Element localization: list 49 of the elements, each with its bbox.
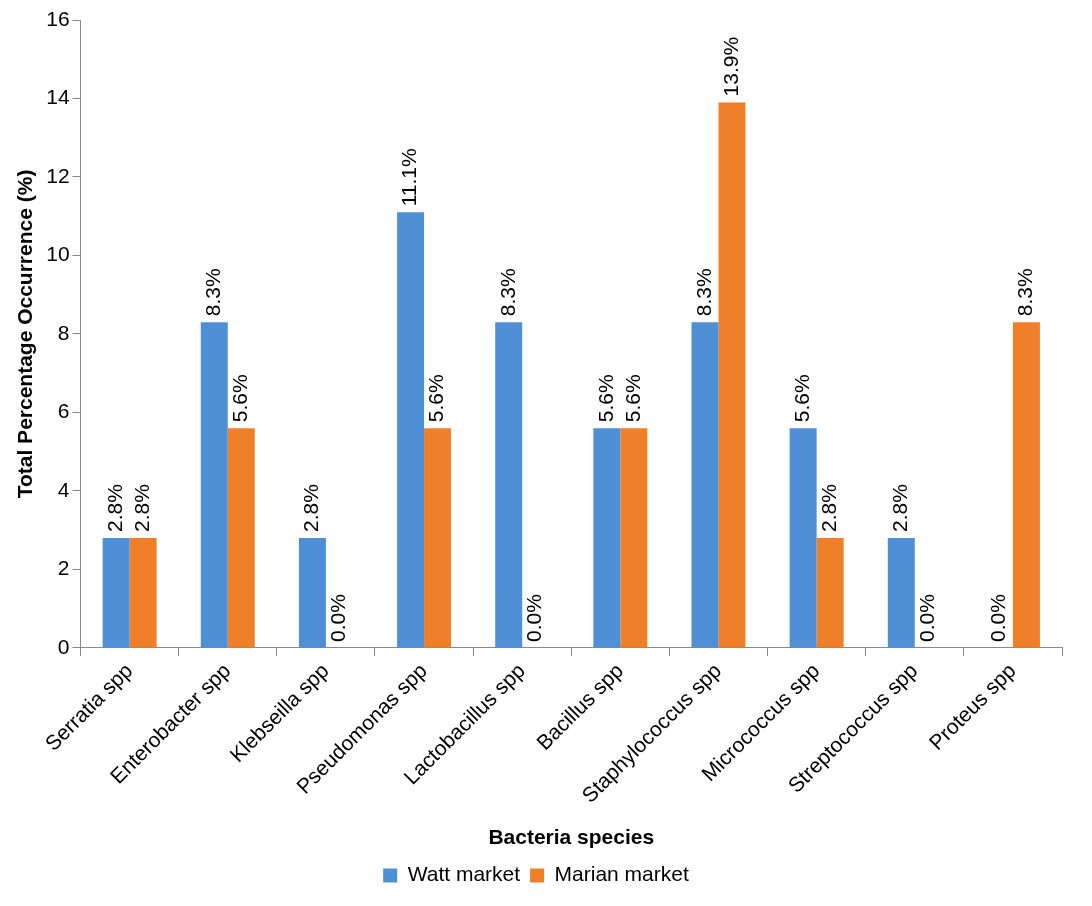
bar <box>718 102 746 648</box>
x-axis-title: Bacteria species <box>488 825 655 849</box>
data-label: 8.3% <box>691 268 715 317</box>
y-tick-label: 0 <box>57 634 70 658</box>
y-tick-label: 6 <box>57 399 70 423</box>
data-label: 0.0% <box>986 594 1010 642</box>
data-label: 8.3% <box>495 268 519 317</box>
data-label: 2.8% <box>888 484 912 533</box>
bar <box>789 428 817 648</box>
data-label: 8.3% <box>201 268 225 317</box>
bar <box>691 322 719 648</box>
legend-label: Watt market <box>407 862 521 886</box>
bar <box>816 538 844 648</box>
data-label: 2.8% <box>299 484 323 533</box>
data-label: 0.0% <box>522 594 546 642</box>
legend-label: Marian market <box>554 862 689 886</box>
y-tick-label: 4 <box>57 477 70 501</box>
bar <box>424 428 452 648</box>
bar <box>620 428 648 648</box>
y-tick-label: 8 <box>57 320 70 344</box>
y-tick-label: 12 <box>46 163 70 187</box>
bar <box>298 538 326 648</box>
y-tick-label: 14 <box>46 85 70 109</box>
data-label: 8.3% <box>1013 268 1037 317</box>
bar <box>397 212 425 648</box>
bar <box>887 538 915 648</box>
data-label: 2.8% <box>102 484 126 533</box>
data-label: 5.6% <box>789 374 813 423</box>
bar <box>1012 322 1040 648</box>
data-label: 5.6% <box>593 374 617 423</box>
bar <box>495 322 523 648</box>
data-label: 5.6% <box>620 374 644 423</box>
data-label: 0.0% <box>915 594 939 642</box>
y-tick-label: 16 <box>46 6 70 30</box>
y-axis-title: Total Percentage Occurrence (%) <box>13 169 37 499</box>
bar <box>129 538 157 648</box>
data-label: 0.0% <box>326 594 350 642</box>
y-tick-label: 10 <box>46 242 70 266</box>
bar <box>227 428 255 648</box>
data-label: 13.9% <box>718 36 742 97</box>
data-label: 5.6% <box>228 374 252 423</box>
data-label: 2.8% <box>816 484 840 533</box>
y-tick-label: 2 <box>57 556 70 580</box>
data-label: 11.1% <box>397 148 421 207</box>
bar <box>102 538 130 648</box>
data-label: 5.6% <box>424 374 448 423</box>
bar <box>200 322 228 648</box>
bar <box>593 428 621 648</box>
data-label: 2.8% <box>129 484 153 533</box>
